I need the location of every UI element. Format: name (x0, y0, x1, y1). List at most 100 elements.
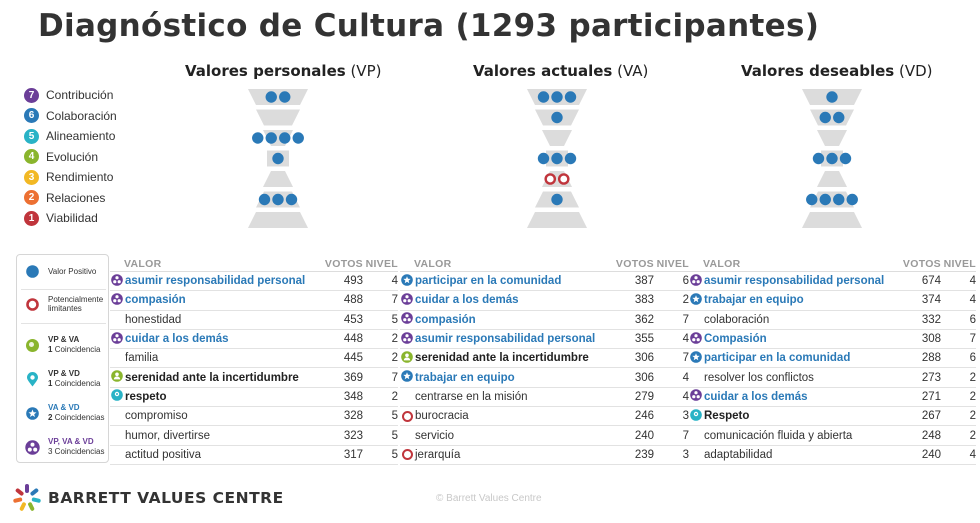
vp-hourglass-band-level-6 (256, 109, 300, 126)
row-icon-cell (110, 293, 124, 308)
key-positive-label: Valor Positivo (48, 267, 97, 276)
vpvd-match-icon (27, 371, 38, 386)
value-level: 7 (682, 429, 689, 442)
value-votes: 279 (634, 390, 654, 403)
vd-hourglass-band-level-2 (810, 191, 854, 208)
row-icon-cell (400, 312, 414, 327)
value-level: 5 (391, 429, 398, 442)
value-level: 2 (391, 390, 398, 403)
table-row: adaptabilidad 240 4 (689, 446, 976, 465)
all-match-icon (690, 273, 702, 289)
vp-positive-value-dot (285, 193, 298, 206)
legend-level-label: Contribución (46, 88, 114, 103)
value-level: 3 (682, 448, 689, 461)
va-hourglass-band-level-1 (527, 212, 587, 228)
limiting-ring-icon (401, 449, 413, 461)
value-name: servicio (415, 429, 454, 442)
value-level: 7 (391, 371, 398, 384)
legend-level-5: 5 Alineamiento (24, 126, 117, 147)
hourglass-va (527, 89, 587, 228)
value-name: resolver los conflictos (704, 371, 814, 384)
vd-hourglass-band-level-5 (817, 130, 847, 146)
va-positive-value-dot (551, 193, 563, 206)
key-vpvd-sub: Coincidencia (54, 379, 101, 388)
table-row: compasión 488 7 (110, 291, 398, 311)
vpva-match-icon (111, 370, 123, 385)
row-icon-cell (110, 331, 124, 347)
key-vpva-num: 1 (48, 345, 53, 354)
key-limiting: Potencialmente limitantes (17, 295, 110, 313)
vd-hourglass-band-level-3 (817, 171, 847, 187)
va-positive-value-dot (537, 152, 550, 165)
table-row: Compasión 308 7 (689, 330, 976, 350)
vd-hourglass-band-level-1 (802, 212, 862, 228)
legend-level-4: 4 Evolución (24, 147, 117, 168)
value-level: 6 (969, 313, 976, 326)
hourglass-title-va: Valores actuales (VA) (473, 62, 648, 80)
hourglass-title-vp-bold: Valores personales (185, 62, 346, 80)
hourglass-title-vp: Valores personales (VP) (185, 62, 381, 80)
hourglass-title-va-abbr: (VA) (617, 62, 649, 80)
value-level: 5 (391, 313, 398, 326)
value-level: 2 (969, 390, 976, 403)
table-row: jerarquía 239 3 (400, 446, 689, 465)
level-1-badge-icon: 1 (24, 210, 39, 226)
va-hourglass-band-level-5 (542, 130, 572, 146)
hourglass-title-vd-bold: Valores deseables (741, 62, 895, 80)
va-positive-value-dot (551, 152, 563, 165)
header-nivel: NIVEL (656, 257, 689, 270)
value-name: serenidad ante la incertidumbre (415, 352, 589, 365)
table-row: comunicación fluida y abierta 248 2 (689, 426, 976, 446)
level-7-badge-icon: 7 (24, 87, 39, 103)
table-header: VALOR VOTOS NIVEL (110, 256, 398, 272)
value-level: 3 (682, 410, 689, 423)
hourglass-vp (248, 89, 308, 228)
key-vavd-num: 2 (48, 413, 53, 422)
brand-name: BARRETT VALUES CENTRE (48, 489, 284, 507)
va-limiting-value-dot (544, 173, 557, 185)
match-key: Valor Positivo Potencialmente limitantes… (16, 254, 109, 463)
value-level: 2 (391, 333, 398, 346)
value-level: 4 (969, 294, 976, 307)
vpvd-match-icon (690, 408, 702, 424)
row-icon-cell (110, 370, 124, 385)
level-2-badge-icon: 2 (24, 190, 39, 206)
value-name: honestidad (125, 313, 182, 326)
table-row: asumir responsabilidad personal 355 4 (400, 330, 689, 350)
value-level: 4 (682, 333, 689, 346)
vp-positive-value-dot (272, 193, 284, 206)
key-vavd: VA & VD 2 Coincidencias (17, 403, 110, 423)
vp-positive-value-dot (265, 132, 277, 144)
value-level: 4 (682, 371, 689, 384)
value-votes: 448 (343, 333, 363, 346)
vp-positive-value-dot (265, 91, 277, 103)
key-vpvd-num: 1 (48, 379, 53, 388)
vd-positive-value-dot (833, 111, 845, 124)
value-level: 7 (682, 352, 689, 365)
value-name: cuidar a los demás (704, 390, 808, 403)
barrett-logo: BARRETT VALUES CENTRE (12, 483, 284, 513)
value-votes: 271 (921, 390, 941, 403)
table-row: burocracia 246 3 (400, 407, 689, 427)
header-votos: VOTOS (615, 257, 654, 270)
value-votes: 387 (634, 275, 654, 288)
vavd-match-icon (401, 370, 413, 385)
table-row: cuidar a los demás 383 2 (400, 291, 689, 311)
table-row: actitud positiva 317 5 (110, 446, 398, 465)
value-name: cuidar a los demás (415, 294, 519, 307)
value-votes: 267 (921, 410, 941, 423)
table-row: centrarse en la misión 279 4 (400, 388, 689, 408)
value-level: 5 (391, 410, 398, 423)
table-row: serenidad ante la incertidumbre 306 7 (400, 349, 689, 369)
value-votes: 273 (921, 371, 941, 384)
vd-positive-value-dot (819, 193, 831, 206)
all-match-icon (25, 439, 40, 455)
value-level: 4 (969, 275, 976, 288)
value-votes: 445 (343, 352, 363, 365)
key-all: VP, VA & VD 3 Coincidencias (17, 437, 110, 457)
table-row: compromiso 328 5 (110, 407, 398, 427)
header-votos: VOTOS (324, 257, 363, 270)
key-all-sub: 3 Coincidencias (48, 447, 105, 456)
positive-dot-icon (26, 265, 39, 278)
key-limiting-label: Potencialmente limitantes (48, 295, 104, 313)
